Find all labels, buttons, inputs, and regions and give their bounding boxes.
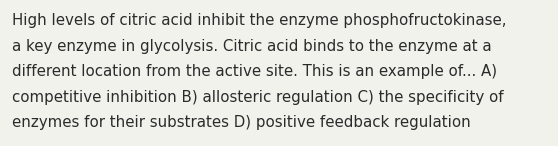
Text: different location from the active site. This is an example of... A): different location from the active site.…	[12, 64, 497, 79]
Text: enzymes for their substrates D) positive feedback regulation: enzymes for their substrates D) positive…	[12, 115, 471, 130]
Text: a key enzyme in glycolysis. Citric acid binds to the enzyme at a: a key enzyme in glycolysis. Citric acid …	[12, 39, 492, 54]
Text: competitive inhibition B) allosteric regulation C) the specificity of: competitive inhibition B) allosteric reg…	[12, 90, 504, 105]
Text: High levels of citric acid inhibit the enzyme phosphofructokinase,: High levels of citric acid inhibit the e…	[12, 13, 507, 28]
